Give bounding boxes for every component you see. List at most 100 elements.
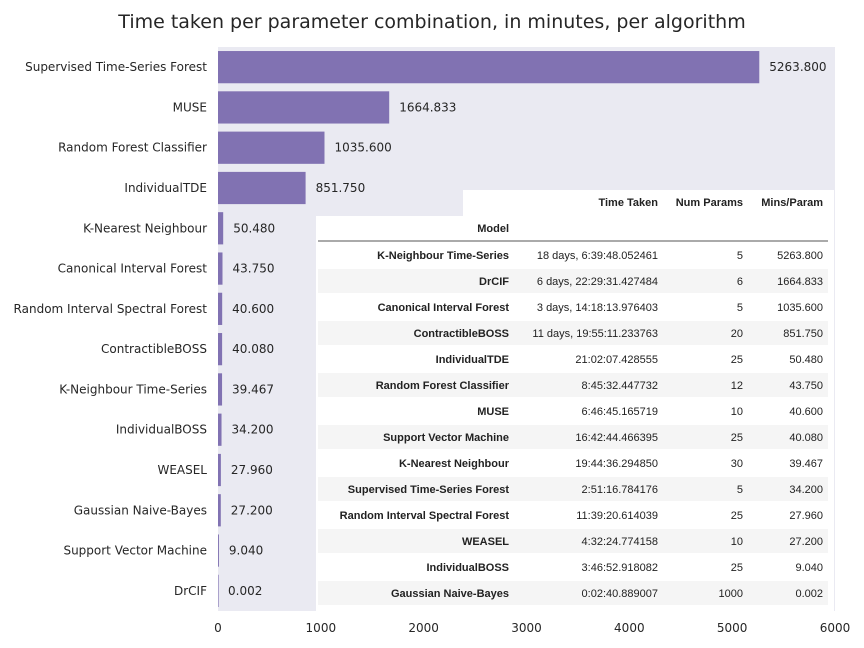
x-tick-label: 2000: [408, 621, 439, 635]
data-table: Time Taken Num Params Mins/Param Model K-Nei…: [316, 190, 834, 612]
table-row: Gaussian Naive-Bayes 0:02:40.889007 1000 0.…: [318, 581, 828, 605]
table-cell: 34.200: [789, 484, 823, 496]
table-cell: 50.480: [789, 354, 823, 366]
x-tick-label: 1000: [306, 621, 337, 635]
table-cell: 39.467: [789, 458, 823, 470]
table-cell: 0:02:40.889007: [582, 588, 658, 600]
table-cell: 30: [731, 458, 743, 470]
table-cell: 1664.833: [777, 276, 823, 288]
y-tick-label: IndividualTDE: [124, 181, 207, 195]
x-tick-label: 0: [214, 621, 222, 635]
table-cell: 8:45:32.447732: [582, 380, 658, 392]
table-row-model: Supervised Time-Series Forest: [348, 484, 510, 496]
table-row: DrCIF 6 days, 22:29:31.427484 6 1664.833: [318, 269, 828, 293]
table-row-bg: [318, 529, 828, 553]
table-row-model: K-Nearest Neighbour: [399, 458, 510, 470]
y-tick-label: K-Neighbour Time-Series: [59, 382, 207, 396]
table-row-model: Random Forest Classifier: [376, 380, 510, 392]
table-row-bg: [318, 295, 828, 319]
table-row-bg: [318, 425, 828, 449]
y-tick-label: Random Interval Spectral Forest: [14, 302, 208, 316]
table-cell: 25: [731, 432, 743, 444]
y-tick-labels: Supervised Time-Series Forest MUSE Random …: [14, 60, 208, 598]
table-row: Supervised Time-Series Forest 2:51:16.784…: [318, 477, 828, 501]
bar: [218, 453, 221, 487]
x-tick-label: 6000: [820, 621, 851, 635]
table-cell: 851.750: [783, 328, 823, 340]
x-tick-label: 4000: [614, 621, 645, 635]
table-row-bg: [318, 243, 828, 267]
table-row-bg: [318, 451, 828, 475]
table-cell: 25: [731, 354, 743, 366]
bar: [218, 51, 760, 84]
table-cell: 1000: [719, 588, 743, 600]
table-cell: 21:02:07.428555: [575, 354, 658, 366]
table-cell: 40.600: [789, 406, 823, 418]
bar: [218, 171, 306, 205]
value-label: 40.600: [232, 302, 274, 316]
table-row: ContractibleBOSS 11 days, 19:55:11.233763…: [318, 321, 828, 345]
value-label: 1035.600: [334, 141, 391, 155]
table-row: Canonical Interval Forest 3 days, 14:18:1…: [318, 295, 828, 319]
table-cell: 5: [737, 302, 743, 314]
table-cell: 43.750: [789, 380, 823, 392]
value-label: 39.467: [232, 382, 274, 396]
value-label: 34.200: [232, 423, 274, 437]
value-label: 40.080: [232, 342, 274, 356]
y-tick-label: Support Vector Machine: [63, 544, 207, 558]
table-column-header: Num Params: [676, 197, 743, 209]
y-tick-label: K-Nearest Neighbour: [83, 221, 207, 235]
table-cell: 1035.600: [777, 302, 823, 314]
y-tick-label: Gaussian Naive-Bayes: [74, 503, 207, 517]
y-tick-label: MUSE: [173, 100, 207, 114]
table-row-bg: [318, 399, 828, 423]
value-label: 43.750: [233, 262, 275, 276]
table-row-bg: [318, 373, 828, 397]
bar: [218, 131, 325, 164]
table-row: WEASEL 4:32:24.774158 10 27.200: [318, 529, 828, 553]
value-labels: 5263.800 1664.833 1035.600 851.750 50.480 43.…: [228, 60, 827, 598]
table-row: Random Interval Spectral Forest 11:39:20.…: [318, 503, 828, 527]
table-row-model: Random Interval Spectral Forest: [340, 510, 510, 522]
table-row-model: DrCIF: [479, 276, 509, 288]
bar: [218, 252, 223, 285]
table-row-model: ContractibleBOSS: [414, 328, 509, 340]
bar: [218, 212, 224, 245]
table-cell: 12: [731, 380, 743, 392]
table-cell: 19:44:36.294850: [575, 458, 658, 470]
y-tick-label: ContractibleBOSS: [101, 342, 207, 356]
table-index-header: Model: [477, 223, 509, 235]
table-cell: 16:42:44.466395: [575, 432, 658, 444]
table-cell: 25: [731, 562, 743, 574]
x-tick-label: 3000: [511, 621, 542, 635]
table-row-bg: [318, 321, 828, 345]
y-tick-label: Random Forest Classifier: [58, 141, 207, 155]
table-row-bg: [318, 477, 828, 501]
bar: [218, 373, 223, 406]
x-tick-label: 5000: [717, 621, 748, 635]
table-cell: 9.040: [795, 562, 823, 574]
bar: [218, 574, 219, 607]
table-row-bg: [318, 581, 828, 605]
table-cell: 11 days, 19:55:11.233763: [532, 328, 658, 340]
table-row-model: Support Vector Machine: [383, 432, 509, 444]
table-row-model: Gaussian Naive-Bayes: [391, 588, 509, 600]
table-cell: 10: [731, 536, 743, 548]
table-row: K-Neighbour Time-Series 18 days, 6:39:48.…: [318, 243, 828, 267]
table-header-bg: [463, 190, 834, 216]
table-row-bg: [318, 503, 828, 527]
table-row: IndividualTDE 21:02:07.428555 25 50.480: [318, 347, 828, 371]
table-cell: 6:46:45.165719: [582, 406, 658, 418]
table-cell: 3:46:52.918082: [582, 562, 658, 574]
table-column-header: Time Taken: [598, 197, 658, 209]
table-cell: 11:39:20.614039: [576, 510, 658, 522]
table-column-header: Mins/Param: [761, 197, 823, 209]
y-tick-label: Supervised Time-Series Forest: [25, 60, 207, 74]
table-row: IndividualBOSS 3:46:52.918082 25 9.040: [318, 555, 828, 579]
table-cell: 5: [737, 250, 743, 262]
table-row: MUSE 6:46:45.165719 10 40.600: [318, 399, 828, 423]
value-label: 9.040: [229, 544, 263, 558]
table-cell: 18 days, 6:39:48.052461: [537, 250, 658, 262]
bar: [218, 333, 223, 366]
